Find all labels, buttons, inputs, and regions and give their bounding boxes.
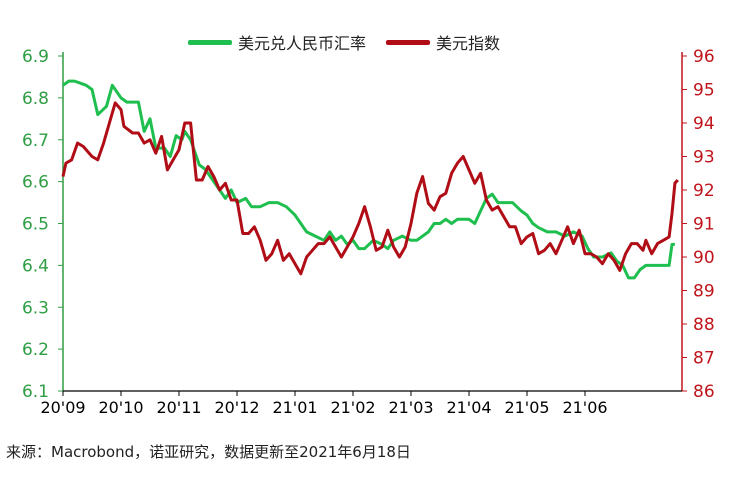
chart-legend: 美元兑人民币汇率 美元指数 [188, 30, 500, 54]
x-tick-label: 21'02 [330, 398, 375, 417]
legend-label-dxy: 美元指数 [436, 34, 501, 53]
y-left-tick-label: 6.1 [22, 382, 49, 402]
legend-label-cny: 美元兑人民币汇率 [238, 34, 367, 53]
y-left-tick-label: 6.8 [22, 89, 49, 109]
x-tick-label: 20'12 [214, 398, 259, 417]
x-tick-label: 21'03 [388, 398, 433, 417]
y-right-tick-label: 92 [693, 181, 715, 201]
y-right-tick-label: 88 [693, 315, 715, 335]
x-tick-label: 20'09 [40, 398, 85, 417]
y-left-tick-label: 6.6 [22, 173, 49, 193]
source-note: 来源：Macrobond，诺亚研究，数据更新至2021年6月18日 [6, 443, 411, 461]
chart: 6.1 6.2 6.3 6.4 6.5 6.6 6.7 6.8 6.9 86 87 88 89 90 91 9… [22, 47, 715, 417]
y-left-tick-label: 6.7 [22, 131, 49, 151]
y-right-tick-label: 91 [693, 215, 715, 235]
legend-item-cny: 美元兑人民币汇率 [188, 30, 366, 54]
y-right-tick-label: 86 [693, 382, 715, 402]
y-left-tick-label: 6.4 [22, 256, 49, 276]
legend-swatch-cny [188, 39, 232, 45]
x-tick-label: 20'10 [98, 398, 143, 417]
y-right-tick-label: 94 [693, 114, 715, 134]
x-tick-label: 21'04 [446, 398, 491, 417]
y-right-tick-label: 93 [693, 148, 715, 168]
y-left-tick-label: 6.5 [22, 215, 49, 235]
legend-item-dxy: 美元指数 [386, 30, 500, 54]
y-right-tick-label: 87 [693, 349, 715, 369]
y-right-tick-label: 96 [693, 47, 715, 67]
x-tick-label: 21'05 [504, 398, 549, 417]
series-line-dxy [61, 101, 679, 276]
chart-axes: 6.1 6.2 6.3 6.4 6.5 6.6 6.7 6.8 6.9 86 87 88 89 90 91 9… [22, 47, 715, 417]
y-right-tick-label: 89 [693, 282, 715, 302]
legend-swatch-dxy [386, 39, 431, 45]
x-tick-label: 21'06 [562, 398, 607, 417]
y-right-tick-label: 95 [693, 81, 715, 101]
y-left-tick-label: 6.9 [22, 47, 49, 67]
y-right-tick-label: 90 [693, 248, 715, 268]
x-tick-label: 20'11 [156, 398, 201, 417]
y-left-tick-label: 6.3 [22, 298, 49, 318]
chart-series [61, 79, 679, 280]
y-left-tick-label: 6.2 [22, 340, 49, 360]
x-tick-label: 21'01 [272, 398, 317, 417]
